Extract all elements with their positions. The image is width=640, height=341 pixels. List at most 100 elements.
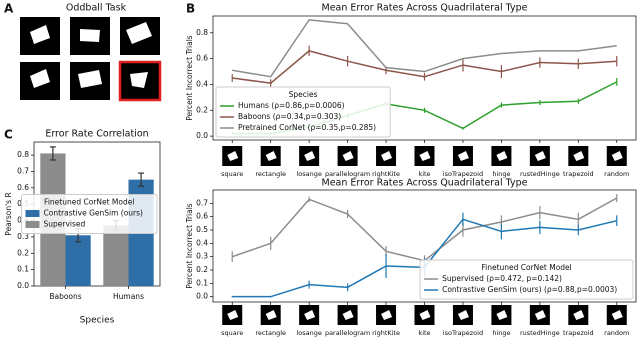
shape-thumbnail-shape <box>304 310 316 320</box>
y-tick-label: 0.6 <box>196 54 208 63</box>
legend-title: Finetuned CorNet Model <box>481 263 571 272</box>
shape-thumbnail-shape <box>419 310 431 320</box>
y-tick-label: 0.2 <box>17 248 29 257</box>
chart-title: Error Rate Correlation <box>45 129 148 140</box>
x-tick-label: kite <box>418 329 430 337</box>
shape-thumbnail-shape <box>457 151 469 161</box>
shape-thumbnail-shape <box>496 310 508 320</box>
shape-thumbnail-shape <box>534 151 546 161</box>
legend-label: Contrastive GenSim (ours) <box>44 209 144 218</box>
y-tick-label: 0.8 <box>17 150 29 159</box>
y-tick-label: 0.7 <box>196 198 208 207</box>
shape-thumbnail-shape <box>304 151 316 161</box>
legend-box <box>21 194 158 234</box>
x-tick-label: rustedHinge <box>520 170 560 178</box>
panel-title: Oddball Task <box>66 3 127 14</box>
x-tick-label: trapezoid <box>563 170 594 178</box>
legend-swatch <box>25 210 40 217</box>
bar <box>103 225 129 286</box>
x-tick-label: isoTrapezoid <box>443 170 483 178</box>
y-tick-label: 0.4 <box>196 238 208 247</box>
y-axis-label: Percent Incorrect Trials <box>185 203 194 289</box>
x-tick-label: Baboons <box>49 292 81 301</box>
x-tick-label: isoTrapezoid <box>443 329 483 337</box>
x-tick-label: square <box>221 329 243 337</box>
shape-thumbnail-shape <box>611 151 623 161</box>
x-tick-label: rightKite <box>372 329 400 337</box>
x-tick-label: kite <box>418 170 430 178</box>
shape-thumbnail-shape <box>496 151 508 161</box>
x-tick-label: losange <box>296 170 321 178</box>
legend-title: Species <box>289 90 318 99</box>
shape-thumbnail-shape <box>342 310 354 320</box>
legend: Finetuned CorNet Model Contrastive GenSim… <box>21 194 158 234</box>
y-tick-label: 0.2 <box>196 105 208 114</box>
shape-thumbnail-shape <box>611 310 623 320</box>
shape-thumbnail-shape <box>419 151 431 161</box>
x-tick-label: rightKite <box>372 170 400 178</box>
x-tick-label: rectangle <box>255 170 286 178</box>
y-tick-label: 0.5 <box>196 225 208 234</box>
x-tick-label: losange <box>296 329 321 337</box>
legend-label: Pretrained CorNet (ρ=0.35,p=0.285) <box>238 123 376 132</box>
oddball-grid <box>20 17 162 102</box>
y-tick-label: 0.3 <box>17 232 29 241</box>
y-tick-label: 0.1 <box>17 265 29 274</box>
panel-label: C <box>4 128 13 142</box>
legend: Finetuned CorNet Model Supervised (ρ=0.47… <box>419 259 634 300</box>
y-tick-label: 0.0 <box>196 131 208 140</box>
x-tick-label: trapezoid <box>563 329 594 337</box>
legend-box <box>215 86 391 138</box>
x-tick-label: parallelogram <box>325 329 370 337</box>
x-axis-label: Species <box>80 316 115 326</box>
y-tick-label: 0.0 <box>196 292 208 301</box>
legend-swatch <box>25 221 40 228</box>
y-axis-label: Pearson's R <box>4 192 13 235</box>
x-tick-label: random <box>604 170 629 178</box>
error-bar <box>138 172 145 187</box>
bar <box>65 235 91 286</box>
legend-label: Contrastive GenSim (ours) (ρ=0.88,p=0.00… <box>442 285 617 294</box>
legend-label: Baboons (ρ=0.34,p=0.303) <box>238 112 341 121</box>
y-tick-label: 0.1 <box>196 278 208 287</box>
x-tick-label: rectangle <box>255 329 286 337</box>
x-tick-label: rustedHinge <box>520 329 560 337</box>
series-line <box>232 19 617 78</box>
legend-label: Humans (ρ=0.86,p=0.0006) <box>238 101 345 110</box>
chart-title: Mean Error Rates Across Quadrilateral Ty… <box>322 178 528 189</box>
shape-thumbnail-shape <box>457 310 469 320</box>
chart-title: Mean Error Rates Across Quadrilateral Ty… <box>322 3 528 14</box>
shape-thumbnail-shape <box>265 310 277 320</box>
shape-thumbnail-shape <box>265 151 277 161</box>
shape-thumbnail-shape <box>381 151 393 161</box>
y-tick-label: 0.0 <box>17 281 29 290</box>
error-bar <box>49 146 56 161</box>
x-tick-label: hinge <box>492 170 510 178</box>
y-tick-label: 0.7 <box>17 166 29 175</box>
panel-label: A <box>4 2 14 16</box>
legend-label: Supervised (ρ=0.472, p=0.142) <box>442 274 562 283</box>
x-tick-label: square <box>221 170 243 178</box>
shape-thumbnail-shape <box>227 310 239 320</box>
y-tick-label: 0.8 <box>196 28 208 37</box>
y-tick-label: 0.6 <box>17 183 29 192</box>
y-tick-label: 0.6 <box>196 212 208 221</box>
shape-thumbnail-shape <box>573 151 585 161</box>
shape-thumbnail-shape <box>342 151 354 161</box>
shape-thumbnail-shape <box>381 310 393 320</box>
shape-thumbnail-shape <box>534 310 546 320</box>
y-tick-label: 0.4 <box>196 79 208 88</box>
legend-title: Finetuned CorNet Model <box>44 198 134 207</box>
y-axis-label: Percent Incorrect Trials <box>185 35 194 121</box>
x-tick-label: parallelogram <box>325 170 370 178</box>
x-tick-label: Humans <box>113 292 144 301</box>
legend-box <box>419 259 634 300</box>
x-tick-label: random <box>604 329 629 337</box>
legend: Species Humans (ρ=0.86,p=0.0006) Baboons (… <box>215 86 391 138</box>
panel-label: B <box>186 2 195 16</box>
x-tick-label: hinge <box>492 329 510 337</box>
legend-label: Supervised <box>44 220 86 229</box>
y-tick-label: 0.3 <box>196 252 208 261</box>
